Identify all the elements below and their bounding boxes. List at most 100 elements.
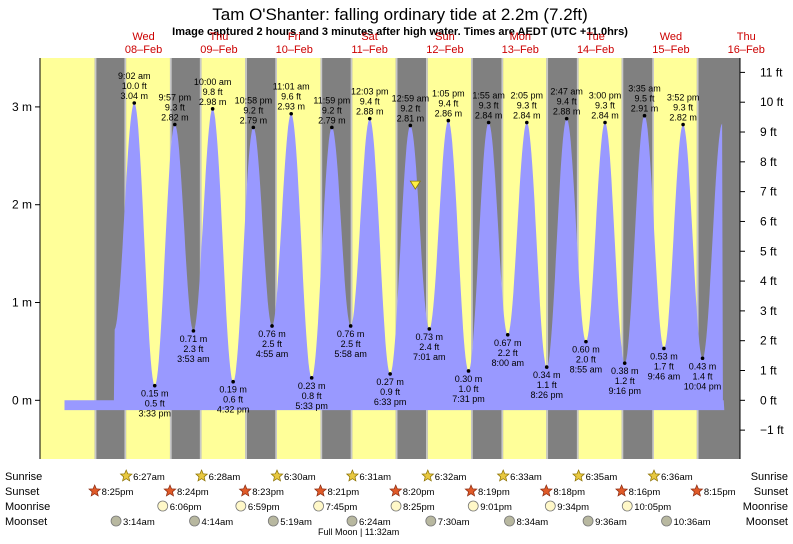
twilight-band <box>546 58 549 459</box>
plot-frame <box>39 58 741 459</box>
tide-time-label: 6:33 pm <box>374 397 407 407</box>
tide-metres-label: 2.86 m <box>435 109 463 119</box>
day-band <box>40 58 95 459</box>
tide-point <box>564 116 569 121</box>
tide-feet-label: 2.5 ft <box>341 339 362 349</box>
tide-metres-label: 2.79 m <box>240 115 268 125</box>
tide-time-label: 3:53 am <box>177 354 210 364</box>
tide-time-label: 8:55 am <box>570 365 603 375</box>
moonrise-time: 9:01pm <box>480 502 512 513</box>
sunset-icon <box>313 484 328 497</box>
row-label-left: Moonset <box>5 516 47 528</box>
tide-feet-label: 9.2 ft <box>322 105 343 115</box>
sunrise-time: 6:28am <box>209 472 241 483</box>
tide-point <box>642 113 647 118</box>
sunrise-icon <box>195 469 209 482</box>
moonset-icon <box>504 515 515 527</box>
twilight-band <box>350 58 353 459</box>
row-label-left: Sunset <box>5 486 39 498</box>
tide-metres-label: 2.93 m <box>277 102 305 112</box>
tide-feet-label: 1.4 ft <box>693 371 714 381</box>
tide-point <box>603 120 607 125</box>
tide-metres-label: 2.82 m <box>161 113 189 123</box>
tide-time-label: 5:33 pm <box>295 401 328 411</box>
right-tick-label: 2 ft <box>760 334 777 348</box>
day-heading-dow: Thu <box>737 31 756 43</box>
sunrise-icon <box>496 469 510 482</box>
moonrise-icon <box>621 500 633 512</box>
sunrise-icon <box>421 469 435 482</box>
tide-metres-label: 0.23 m <box>298 381 326 391</box>
sunset-time: 8:24pm <box>177 487 209 498</box>
tide-point <box>388 372 392 376</box>
tide-time-label: 5:58 am <box>334 349 367 359</box>
tide-feet-label: 10.0 ft <box>122 81 148 91</box>
tide-feet-label: 0.8 ft <box>302 391 323 401</box>
chart-subtitle: Image captured 2 hours and 3 minutes aft… <box>172 26 628 38</box>
moonset-time: 6:24am <box>359 517 391 528</box>
tide-point <box>446 118 451 123</box>
tide-metres-label: 0.34 m <box>533 370 561 380</box>
tide-point <box>191 329 196 333</box>
day-heading-date: 12–Feb <box>426 44 463 56</box>
tide-metres-label: 0.76 m <box>337 329 365 339</box>
tide-point <box>427 327 432 331</box>
tide-point <box>544 365 549 369</box>
tide-feet-label: 2.3 ft <box>183 344 204 354</box>
tide-time-label: 3:52 pm <box>667 93 700 103</box>
tide-time-label: 4:55 am <box>256 349 289 359</box>
twilight-band <box>275 58 277 459</box>
tide-feet-label: 1.7 ft <box>654 361 675 371</box>
moonrise-time: 6:06pm <box>170 502 202 513</box>
left-axis-metres: 0 m 1 m 2 m 3 m <box>12 100 40 407</box>
twilight-band <box>94 58 97 459</box>
day-heading-date: 15–Feb <box>652 44 689 56</box>
moonset-time: 4:14am <box>202 517 234 528</box>
sunset-time: 8:19pm <box>478 487 510 498</box>
tide-time-label: 2:47 am <box>550 87 583 97</box>
moonrise-icon <box>390 500 402 512</box>
tide-feet-label: 9.3 ft <box>479 101 500 111</box>
moonset-icon <box>425 515 437 527</box>
row-label-right: Sunset <box>754 486 788 498</box>
tide-feet-label: 0.6 ft <box>223 395 244 405</box>
twilight-band <box>199 58 202 459</box>
moonset-time: 5:19am <box>280 517 312 528</box>
tide-feet-label: 1.0 ft <box>459 384 480 394</box>
tide-point <box>367 116 372 121</box>
tide-metres-label: 2.84 m <box>591 111 619 121</box>
tide-area <box>64 103 725 411</box>
tide-point <box>210 107 215 111</box>
sunrise-time: 6:31am <box>359 472 391 483</box>
tide-point <box>584 339 588 344</box>
moonset-icon <box>110 515 122 527</box>
sunset-icon <box>389 484 403 497</box>
current-tide-marker <box>409 180 422 190</box>
tide-time-label: 3:00 pm <box>589 91 622 101</box>
sunset-icon <box>163 484 177 497</box>
right-tick-label: 5 ft <box>760 244 777 258</box>
tide-time-label: 11:59 pm <box>313 95 350 105</box>
day-heading-date: 16–Feb <box>728 44 765 56</box>
tide-point <box>700 356 705 361</box>
tide-metres-label: 0.30 m <box>455 374 483 384</box>
moonrise-icon <box>467 500 479 512</box>
tide-feet-label: 1.2 ft <box>615 376 636 386</box>
sunset-time: 8:21pm <box>327 487 359 498</box>
tide-point <box>681 122 685 127</box>
tide-time-label: 8:26 pm <box>530 390 563 400</box>
twilight-band <box>696 58 699 459</box>
tide-feet-label: 0.5 ft <box>145 399 166 409</box>
tide-metres-label: 0.71 m <box>180 334 208 344</box>
right-axis-feet: −1 ft 0 ft 1 ft 2 ft 3 ft 4 ft 5 ft 6 ft 7 ft 8 f… <box>740 65 784 437</box>
tide-metres-label: 0.53 m <box>650 351 678 361</box>
tide-point <box>524 120 529 125</box>
sunset-icon <box>464 484 478 497</box>
moonset-time: 3:14am <box>123 517 155 528</box>
row-label-left: Sunrise <box>5 471 42 483</box>
current-tide-triangle <box>409 180 422 190</box>
moonset-time: 9:36am <box>595 517 627 528</box>
tide-time-label: 11:01 am <box>273 82 310 92</box>
tide-metres-label: 0.67 m <box>494 338 522 348</box>
